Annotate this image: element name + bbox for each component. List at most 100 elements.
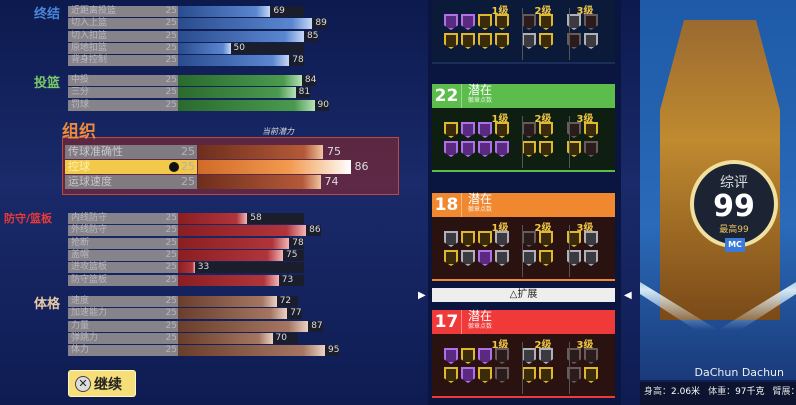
badge-icon[interactable] (584, 141, 598, 157)
badge-icon[interactable] (522, 367, 536, 383)
attribute-row[interactable]: 力量 25 87 (68, 320, 348, 332)
attribute-row[interactable]: 近距离投篮 25 69 (68, 6, 348, 17)
badge-icon[interactable] (444, 141, 458, 157)
badge-icon[interactable] (478, 231, 492, 247)
attribute-row[interactable]: 加速能力 25 77 (68, 308, 348, 320)
badge-icon[interactable] (478, 14, 492, 30)
badge-icon[interactable] (522, 250, 536, 266)
badge-icon[interactable] (444, 348, 458, 364)
attribute-row[interactable]: 盖帽 25 75 (68, 249, 348, 261)
badge-icon[interactable] (567, 33, 581, 49)
badge-icon[interactable] (461, 250, 475, 266)
badge-icon[interactable] (584, 367, 598, 383)
badge-icon[interactable] (584, 231, 598, 247)
badge-icon[interactable] (584, 122, 598, 138)
badge-icon[interactable] (478, 33, 492, 49)
badge-icon[interactable] (461, 33, 475, 49)
badge-icon[interactable] (444, 231, 458, 247)
badge-icon[interactable] (567, 14, 581, 30)
badge-icon[interactable] (444, 33, 458, 49)
collapse-arrow-right[interactable]: ◀ (624, 290, 632, 301)
badge-icon[interactable] (539, 367, 553, 383)
badge-panel-subtitle: 徽章点数 (468, 206, 493, 213)
badge-icon[interactable] (478, 348, 492, 364)
badge-icon[interactable] (584, 14, 598, 30)
badge-icon[interactable] (495, 141, 509, 157)
badge-icon[interactable] (539, 141, 553, 157)
attribute-base: 25 (165, 75, 177, 85)
badge-icon[interactable] (584, 348, 598, 364)
attribute-base: 25 (165, 42, 177, 53)
badge-icon[interactable] (495, 33, 509, 49)
attribute-row[interactable]: 切入上篮 25 89 (68, 18, 348, 30)
badge-icon[interactable] (461, 122, 475, 138)
badge-icon[interactable] (444, 122, 458, 138)
wingspan-label: 臂展： (772, 387, 796, 397)
attribute-row[interactable]: 抢断 25 78 (68, 237, 348, 249)
badge-icon[interactable] (444, 367, 458, 383)
badge-icon[interactable] (539, 14, 553, 30)
weight-value: 97千克 (735, 387, 765, 397)
attribute-row[interactable]: 罚球 25 90 (68, 99, 348, 111)
badge-icon[interactable] (522, 348, 536, 364)
badge-icon[interactable] (461, 231, 475, 247)
attribute-row[interactable]: 体力 25 95 (68, 345, 348, 357)
badge-icon[interactable] (495, 348, 509, 364)
badge-icon[interactable] (478, 122, 492, 138)
badge-icon[interactable] (567, 348, 581, 364)
attribute-base: 25 (165, 249, 177, 260)
badge-icon[interactable] (584, 33, 598, 49)
attribute-row[interactable]: 防守篮板 25 73 (68, 274, 348, 286)
badge-icon[interactable] (478, 367, 492, 383)
badge-icon[interactable] (567, 250, 581, 266)
badge-icon[interactable] (461, 348, 475, 364)
attribute-row[interactable]: 外线防守 25 86 (68, 225, 348, 237)
attribute-row[interactable]: 中投 25 84 (68, 75, 348, 86)
collapse-arrow-left[interactable]: ▶ (418, 290, 426, 301)
badge-icon[interactable] (539, 231, 553, 247)
badge-icon[interactable] (539, 250, 553, 266)
badge-icon[interactable] (522, 122, 536, 138)
badge-icon[interactable] (444, 14, 458, 30)
badge-icon[interactable] (567, 367, 581, 383)
attribute-value: 77 (287, 308, 302, 320)
attribute-row[interactable]: 内线防守 25 58 (68, 213, 348, 224)
badge-icon[interactable] (584, 250, 598, 266)
attribute-row[interactable]: 控球 25 86 (65, 160, 385, 174)
attribute-label: 速度 (68, 296, 178, 307)
attribute-row[interactable]: 背身控制 25 78 (68, 55, 348, 67)
attribute-row[interactable]: 三分 25 81 (68, 87, 348, 99)
badge-icon[interactable] (539, 33, 553, 49)
badge-icon[interactable] (522, 141, 536, 157)
attribute-row[interactable]: 速度 25 72 (68, 296, 348, 307)
attribute-row[interactable]: 弹跳力 25 70 (68, 332, 348, 344)
attribute-row[interactable]: 传球准确性 25 75 (65, 145, 385, 159)
badge-icon[interactable] (539, 122, 553, 138)
badge-icon[interactable] (495, 250, 509, 266)
badge-icon[interactable] (495, 14, 509, 30)
badge-icon[interactable] (495, 367, 509, 383)
badge-icon[interactable] (522, 14, 536, 30)
badge-icon[interactable] (539, 348, 553, 364)
badge-icon[interactable] (567, 231, 581, 247)
attribute-row[interactable]: 切入扣篮 25 85 (68, 30, 348, 42)
attribute-row[interactable]: 运球速度 25 74 (65, 175, 385, 189)
badge-icon[interactable] (522, 33, 536, 49)
badge-icon[interactable] (522, 231, 536, 247)
badge-icon[interactable] (444, 250, 458, 266)
badge-icon[interactable] (461, 14, 475, 30)
attribute-base: 25 (181, 175, 195, 188)
expand-button[interactable]: △扩展 (432, 288, 615, 302)
badge-icon[interactable] (567, 122, 581, 138)
attribute-label: 三分 (68, 87, 178, 99)
badge-icon[interactable] (495, 122, 509, 138)
badge-icon[interactable] (567, 141, 581, 157)
badge-icon[interactable] (495, 231, 509, 247)
attribute-row[interactable]: 进攻篮板 25 33 (68, 262, 348, 274)
badge-icon[interactable] (478, 250, 492, 266)
badge-icon[interactable] (478, 141, 492, 157)
attribute-row[interactable]: 原地扣篮 25 50 (68, 42, 348, 54)
badge-icon[interactable] (461, 141, 475, 157)
continue-button[interactable]: ✕ 继续 (68, 370, 136, 397)
badge-icon[interactable] (461, 367, 475, 383)
